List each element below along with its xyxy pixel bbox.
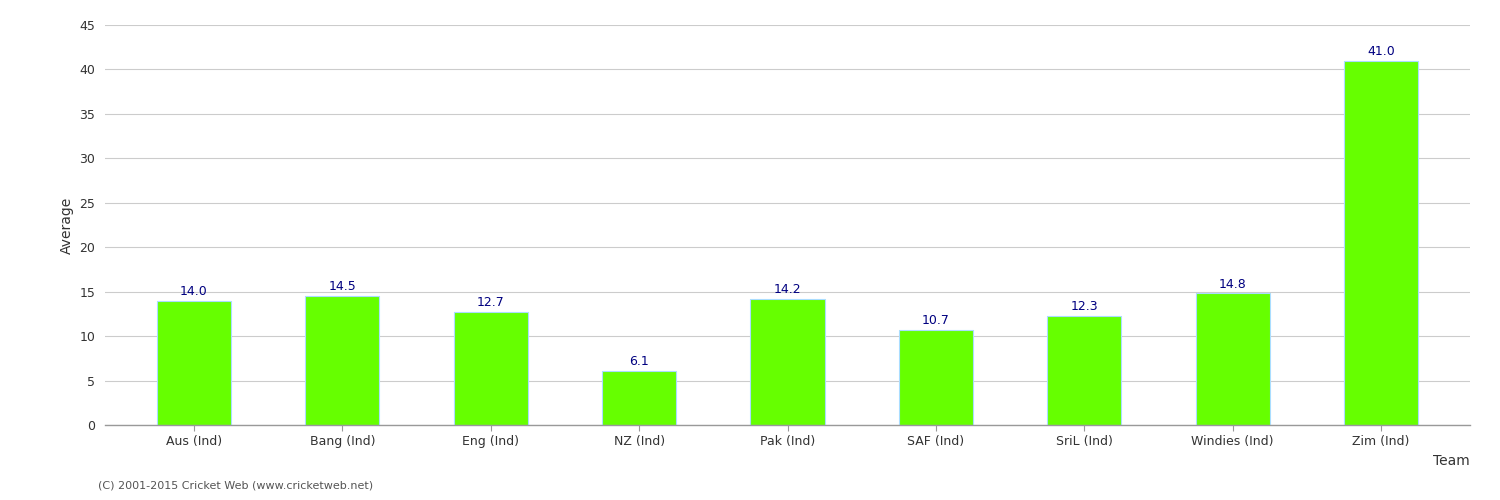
Bar xyxy=(602,371,676,425)
Bar xyxy=(453,312,528,425)
Text: 10.7: 10.7 xyxy=(922,314,950,327)
Bar xyxy=(306,296,380,425)
Bar xyxy=(898,330,974,425)
Bar xyxy=(158,300,231,425)
Text: 14.2: 14.2 xyxy=(774,283,801,296)
Y-axis label: Average: Average xyxy=(60,196,74,254)
Text: (C) 2001-2015 Cricket Web (www.cricketweb.net): (C) 2001-2015 Cricket Web (www.cricketwe… xyxy=(98,480,372,490)
Bar xyxy=(750,299,825,425)
X-axis label: Team: Team xyxy=(1434,454,1470,468)
Bar xyxy=(1344,60,1418,425)
Bar xyxy=(1196,294,1269,425)
Text: 14.5: 14.5 xyxy=(328,280,357,293)
Text: 12.3: 12.3 xyxy=(1071,300,1098,313)
Text: 6.1: 6.1 xyxy=(630,355,650,368)
Text: 14.0: 14.0 xyxy=(180,285,209,298)
Text: 41.0: 41.0 xyxy=(1366,45,1395,58)
Text: 14.8: 14.8 xyxy=(1218,278,1246,291)
Text: 12.7: 12.7 xyxy=(477,296,504,310)
Bar xyxy=(1047,316,1122,425)
